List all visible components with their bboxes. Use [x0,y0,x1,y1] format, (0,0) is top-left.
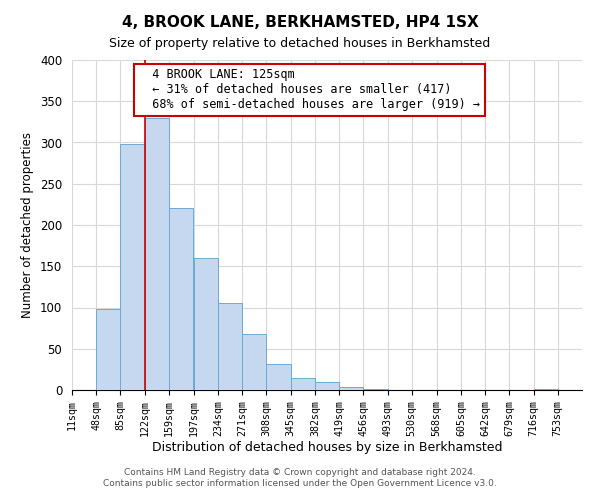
Bar [218,304,242,390]
Bar [266,364,290,390]
Bar [169,208,193,390]
Text: 4, BROOK LANE, BERKHAMSTED, HP4 1SX: 4, BROOK LANE, BERKHAMSTED, HP4 1SX [122,15,478,30]
Text: 4 BROOK LANE: 125sqm
  ← 31% of detached houses are smaller (417)
  68% of semi-: 4 BROOK LANE: 125sqm ← 31% of detached h… [139,68,481,112]
Bar [121,144,145,390]
Bar [145,118,169,390]
Bar [194,258,218,390]
Text: Contains HM Land Registry data © Crown copyright and database right 2024.
Contai: Contains HM Land Registry data © Crown c… [103,468,497,487]
Bar [96,309,121,390]
Bar [242,334,266,390]
Bar [533,389,558,390]
Y-axis label: Number of detached properties: Number of detached properties [22,132,34,318]
Text: Size of property relative to detached houses in Berkhamsted: Size of property relative to detached ho… [109,38,491,51]
Bar [364,389,388,390]
Bar [315,382,339,390]
Bar [290,378,315,390]
X-axis label: Distribution of detached houses by size in Berkhamsted: Distribution of detached houses by size … [152,442,502,454]
Bar [339,386,364,390]
